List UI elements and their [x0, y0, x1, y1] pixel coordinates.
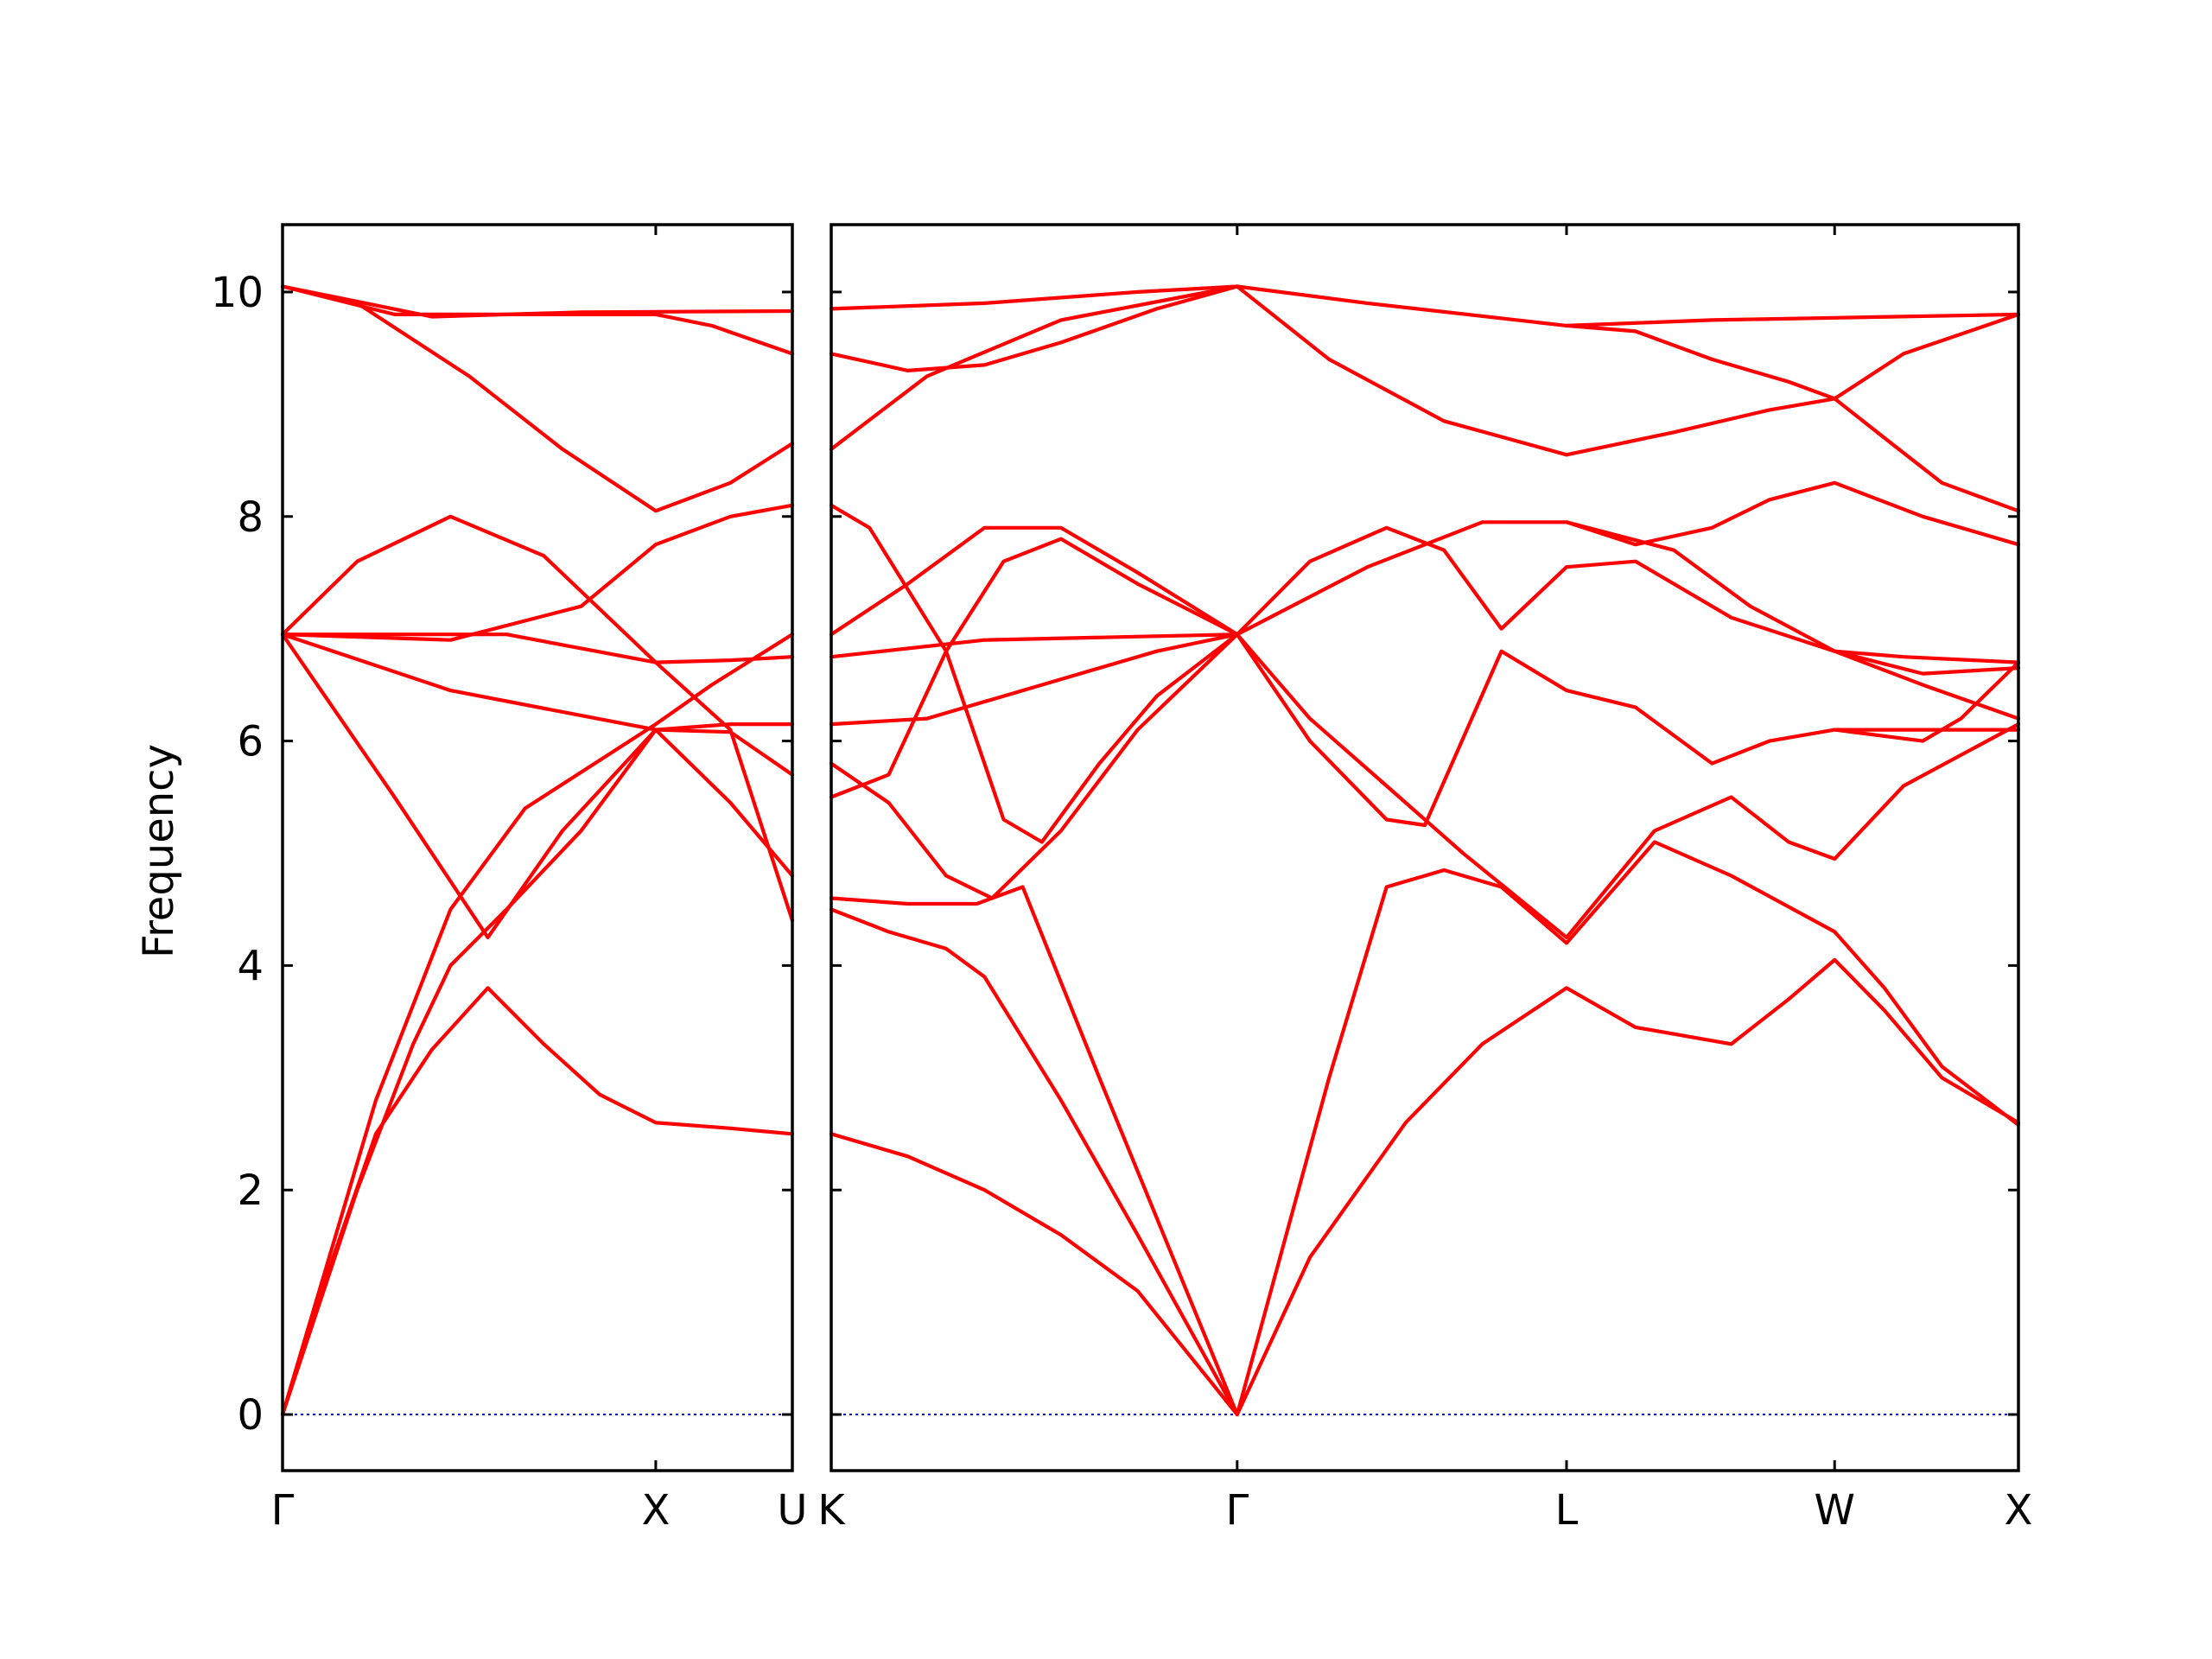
phonon-band-line: [280, 284, 795, 356]
phonon-band-line: [280, 503, 795, 642]
phonon-band-line: [1235, 632, 2021, 939]
x-tick-label: U: [777, 1486, 807, 1535]
y-axis-label: Frequency: [135, 744, 183, 958]
phonon-band-line: [280, 632, 795, 878]
phonon-band-line: [1235, 840, 2021, 1417]
x-tick-label: Γ: [271, 1486, 295, 1535]
phonon-band-line: [280, 284, 795, 513]
panel-1: 0 2 4 6 8 10 Γ X U: [211, 223, 808, 1535]
phonon-band-line: [280, 986, 795, 1417]
x-tick-label: W: [1815, 1486, 1855, 1535]
x-tick-label: X: [641, 1486, 670, 1535]
phonon-band-line: [829, 284, 1239, 372]
phonon-band-line: [280, 284, 795, 319]
phonon-band-line: [1833, 649, 2021, 676]
phonon-band-line: [829, 885, 1239, 1417]
phonon-band-line: [1564, 312, 2021, 401]
x-tick-label: X: [2005, 1486, 2033, 1535]
y-tick-label: 8: [237, 493, 264, 542]
phonon-band-line: [829, 907, 1239, 1417]
phonon-band-line: [829, 632, 1239, 727]
phonon-band-line: [280, 632, 795, 1417]
phonon-band-line: [1564, 480, 1837, 547]
phonon-band-line: [829, 537, 1239, 799]
phonon-band-line: [1235, 632, 2021, 828]
plot-panels: 0 2 4 6 8 10 Γ X U K Γ L W X: [211, 223, 2033, 1535]
phonon-band-line: [1235, 284, 1569, 457]
y-tick-label: 2: [237, 1166, 264, 1215]
phonon-band-line: [1833, 660, 2021, 743]
x-tick-label: K: [817, 1486, 846, 1535]
phonon-band-line: [829, 525, 1239, 637]
x-tick-label: L: [1555, 1486, 1579, 1535]
plot-frame: [830, 223, 2020, 1472]
phonon-band-line: [829, 520, 2021, 721]
phonon-band-line: [829, 632, 1239, 900]
plot-frame: [281, 223, 794, 1472]
phonon-band-line: [280, 514, 795, 923]
phonon-band-line: [1235, 525, 2021, 664]
phonon-band-line: [280, 728, 795, 1417]
y-tick-label: 4: [237, 942, 264, 990]
phonon-band-line: [829, 503, 1239, 844]
phonon-band-line: [280, 632, 795, 664]
phonon-band-line: [829, 1132, 1239, 1417]
y-tick-label: 6: [237, 718, 264, 766]
x-tick-label: Γ: [1225, 1486, 1249, 1535]
phonon-band-line: [1833, 480, 2021, 547]
phonon-band-line: [1235, 957, 2021, 1417]
phonon-band-line: [280, 632, 795, 939]
y-tick-label: 10: [211, 269, 264, 317]
phonon-band-line: [1235, 284, 2021, 327]
phonon-band-line: [829, 284, 1239, 311]
phonon-band-line: [829, 284, 1239, 451]
y-tick-label: 0: [237, 1391, 264, 1440]
